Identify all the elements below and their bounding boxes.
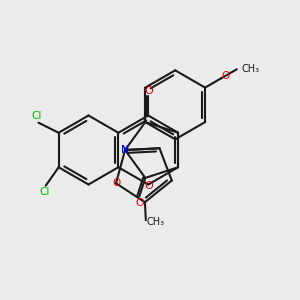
Text: N: N [121,145,129,155]
Text: N: N [121,145,129,155]
Text: O: O [144,181,153,191]
Text: O: O [112,178,120,188]
Text: O: O [135,198,144,208]
Text: CH₃: CH₃ [242,64,260,74]
Text: CH₃: CH₃ [146,217,164,226]
Text: O: O [144,85,153,96]
Text: O: O [221,71,229,81]
Text: Cl: Cl [39,187,50,197]
Text: Cl: Cl [32,111,42,121]
